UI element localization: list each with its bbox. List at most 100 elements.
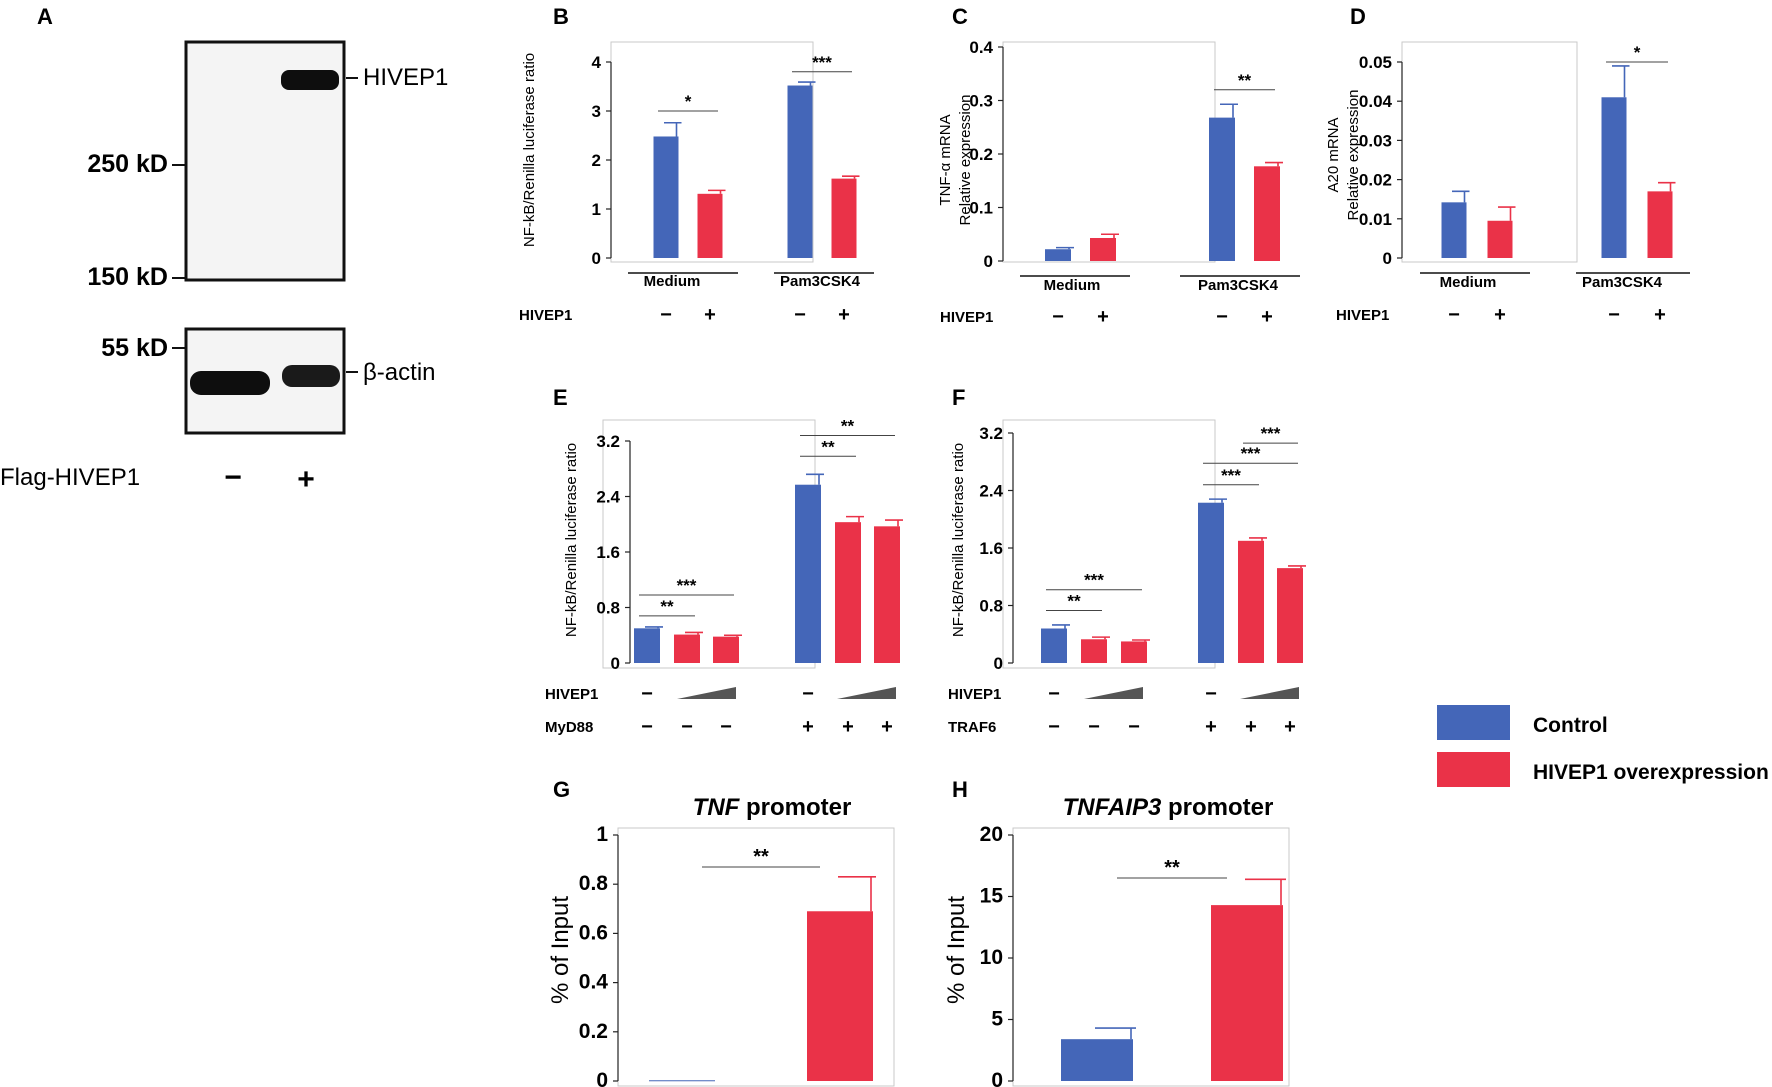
chart-g-title-gene: TNF (693, 794, 741, 821)
panel-g-letter: G (553, 777, 570, 802)
panel-d-letter: D (1350, 4, 1366, 29)
chart-h-ytick-label: 0 (991, 1069, 1003, 1087)
chart-d-ytick-label: 0 (1383, 249, 1392, 268)
chart-d-bar (1487, 220, 1513, 258)
chart-h-title: TNFAIP3 promoter (1063, 794, 1274, 821)
chart-e-row-sign: + (802, 716, 814, 738)
chart-f-ytick-label: 0.8 (979, 597, 1003, 616)
chart-b-ytick-label: 1 (592, 200, 601, 219)
panel-e-letter: E (553, 385, 568, 410)
chart-d-ytick-label: 0.04 (1359, 92, 1393, 111)
chart-f-row-sign: − (1205, 683, 1217, 705)
chart-f: F 0 0.8 1.6 2.4 3.2 NF-kB/Renilla luciferase r… (948, 385, 1306, 738)
panel-f-letter: F (952, 385, 965, 410)
chart-b-ytick-label: 3 (592, 102, 601, 121)
chart-c-row-sign: − (1052, 306, 1064, 328)
actin-band-lane1 (190, 371, 270, 395)
chart-b-sig-label: * (685, 92, 692, 111)
chart-h-ylabel: % of Input (943, 896, 970, 1004)
chart-e-ytick-label: 3.2 (596, 432, 620, 451)
chart-e-row-sign: + (881, 716, 893, 738)
chart-e-sig-label: ** (841, 416, 855, 435)
chart-c-bar (1045, 249, 1071, 261)
chart-d-bar (1647, 191, 1673, 258)
hivep1-band (281, 70, 339, 90)
chart-e-bar (874, 526, 900, 663)
chart-e-ytick-label: 2.4 (596, 488, 620, 507)
chart-f-sig-label: *** (1241, 444, 1261, 463)
chart-c-frame (1002, 41, 1216, 263)
chart-e-bar (674, 634, 700, 663)
chart-f-row-sign: − (1088, 716, 1100, 738)
legend-control-label: Control (1533, 714, 1608, 737)
chart-f-row-sign: + (1245, 716, 1257, 738)
chart-b-row-label: HIVEP1 (519, 307, 572, 324)
chart-f-row-sign: − (1048, 716, 1060, 738)
marker-55-label: 55 kD (101, 334, 168, 362)
chart-c-ytick-label: 0.2 (969, 145, 993, 164)
chart-f-sig-label: *** (1221, 466, 1241, 485)
chart-g: G TNF promoter 0 0.2 0.4 0.6 0.8 1 % of Input ** (547, 777, 895, 1087)
chart-f-row-sign: − (1128, 716, 1140, 738)
chart-e-sig-label: *** (677, 576, 697, 595)
chart-c-group-label: Medium (1044, 277, 1101, 294)
chart-c-row-sign: + (1097, 306, 1109, 328)
panel-b-letter: B (553, 4, 569, 29)
chart-d-row-sign: − (1608, 304, 1620, 326)
chart-h-sig-label: ** (1164, 857, 1180, 879)
chart-b-bar (787, 85, 813, 259)
chart-d-row-sign: − (1448, 304, 1460, 326)
chart-g-title-rest: promoter (739, 794, 851, 821)
chart-c-ytick-label: 0 (984, 252, 993, 271)
chart-c-ylabel-2: Relative expression (957, 95, 974, 226)
chart-c-bar (1254, 166, 1280, 261)
chart-f-row-label: HIVEP1 (948, 686, 1001, 703)
chart-h-ytick-label: 15 (980, 885, 1004, 908)
chart-d-sig-label: * (1634, 43, 1641, 62)
chart-b-row-sign: − (660, 304, 672, 326)
chart-h-ytick-label: 20 (980, 823, 1003, 846)
chart-d-bar (1441, 202, 1467, 258)
marker-150-label: 150 kD (87, 263, 168, 291)
chart-f-bar (1277, 568, 1303, 663)
chart-h-ytick-label: 5 (991, 1008, 1003, 1031)
chart-g-ytick-label: 0.4 (579, 971, 609, 994)
panel-h-letter: H (952, 777, 968, 802)
chart-d-row-sign: + (1494, 304, 1506, 326)
chart-f-bar (1198, 502, 1224, 663)
chart-b-ytick-label: 2 (592, 151, 601, 170)
chart-e-row-label: HIVEP1 (545, 686, 598, 703)
chart-g-bar (807, 911, 873, 1081)
chart-f-bar (1041, 628, 1067, 663)
chart-f-dose-ramp (1240, 687, 1299, 699)
chart-g-sig-label: ** (753, 846, 769, 868)
chart-h-title-rest: promoter (1161, 794, 1273, 821)
chart-g-ytick-label: 1 (596, 823, 608, 846)
chart-c-ytick-label: 0.1 (969, 199, 993, 218)
chart-b-bar (697, 193, 723, 258)
chart-h-bar (1061, 1039, 1133, 1081)
chart-h-ytick-label: 10 (980, 946, 1003, 969)
chart-f-dose-ramp (1084, 687, 1143, 699)
actin-band-label: β-actin (363, 359, 436, 386)
chart-d-group-label: Pam3CSK4 (1582, 274, 1663, 291)
chart-f-sig-label: *** (1084, 571, 1104, 590)
chart-f-ytick-label: 1.6 (979, 539, 1003, 558)
chart-b-bar (831, 178, 857, 258)
chart-d-ytick-label: 0.05 (1359, 53, 1392, 72)
chart-c-bar (1090, 237, 1116, 261)
chart-e-row-label: MyD88 (545, 719, 593, 736)
legend: Control HIVEP1 overexpression (1437, 705, 1769, 787)
chart-d-row-sign: + (1654, 304, 1666, 326)
chart-g-ytick-label: 0.2 (579, 1020, 608, 1043)
chart-f-ytick-label: 0 (994, 654, 1003, 673)
chart-f-ytick-label: 3.2 (979, 424, 1003, 443)
panel-a-letter: A (37, 4, 53, 29)
chart-b-ytick-label: 0 (592, 249, 601, 268)
chart-d-ylabel: A20 mRNA (1325, 117, 1342, 192)
chart-e-row-sign: − (641, 716, 653, 738)
actin-band-lane2 (282, 365, 340, 387)
chart-e-bar (835, 522, 861, 663)
